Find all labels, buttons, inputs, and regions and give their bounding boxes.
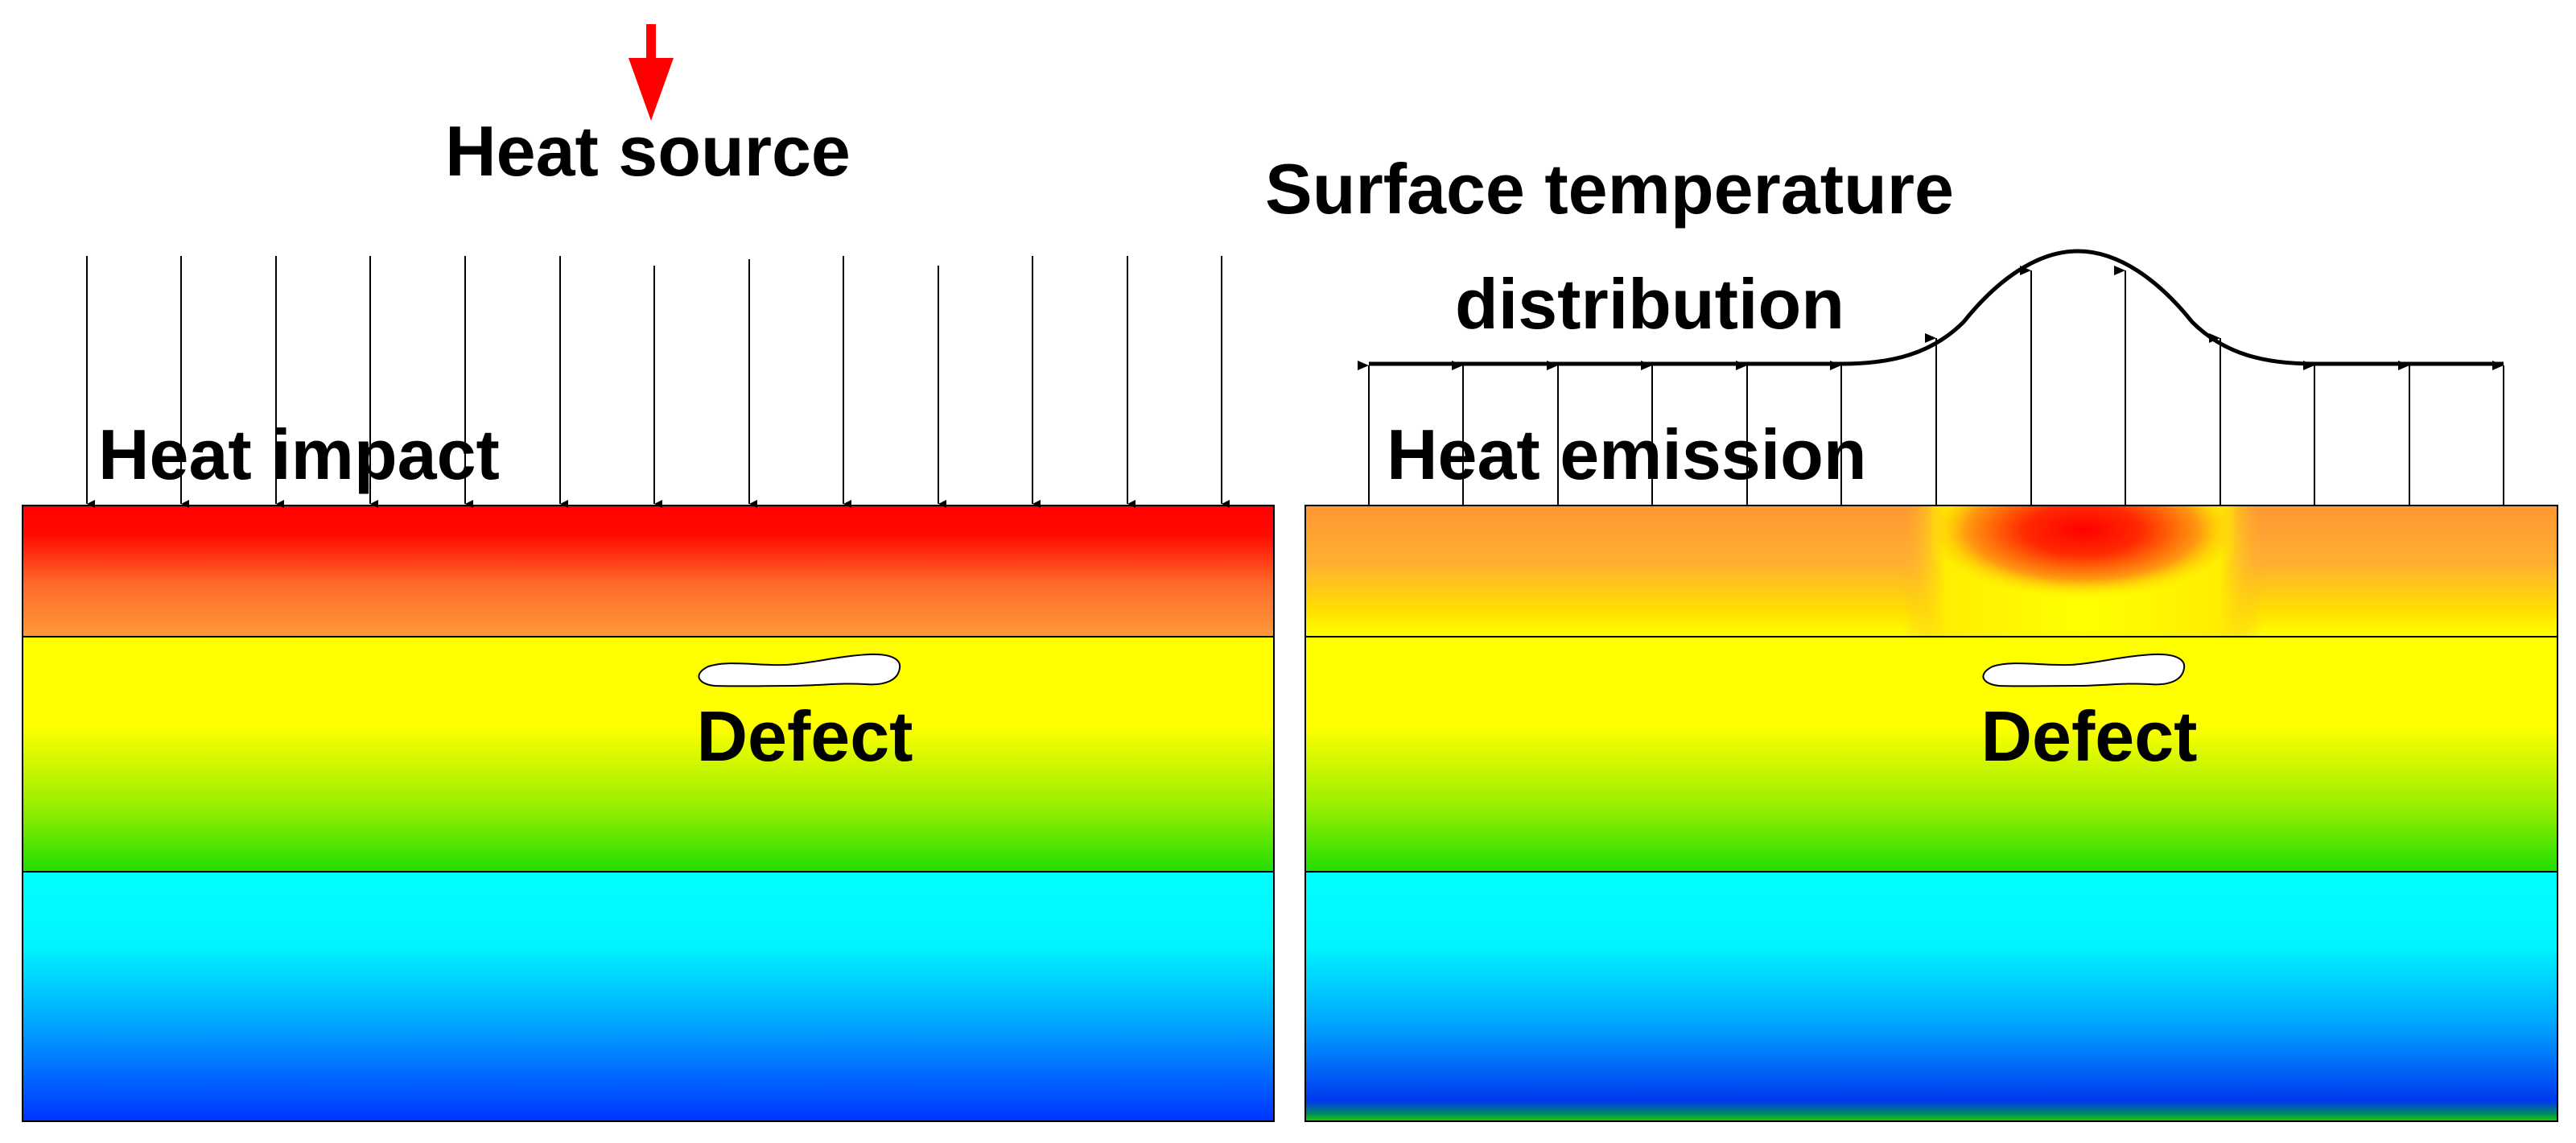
heat-emission-label: Heat emission <box>1387 415 1867 494</box>
right-defect-label: Defect <box>1981 696 2198 776</box>
left-panel: Heat source Heat impact Defect <box>22 24 1275 1122</box>
left-hot-layer <box>22 505 1275 638</box>
heat-impact-label: Heat impact <box>98 415 500 494</box>
heat-source-label: Heat source <box>445 111 851 191</box>
left-defect-shape <box>698 653 901 687</box>
left-defect-label: Defect <box>697 696 913 776</box>
right-bottom-layer <box>1304 871 2558 1122</box>
heat-emission-arrows <box>1358 266 2504 505</box>
right-panel: Surface temperature distribution Heat em… <box>1265 149 2558 1122</box>
surface-temperature-label-line2: distribution <box>1455 264 1844 344</box>
heat-impact-arrows <box>86 256 1230 508</box>
surface-temperature-curve <box>1369 249 2504 366</box>
heat-source-arrow-icon <box>629 24 674 121</box>
surface-temperature-label-line1: Surface temperature <box>1265 149 1954 229</box>
right-defect-shape <box>1982 653 2186 687</box>
right-middle-layer <box>1304 636 2558 873</box>
hot-spot-core <box>1931 506 2234 636</box>
left-bottom-layer <box>22 871 1275 1122</box>
left-middle-layer <box>22 636 1275 873</box>
